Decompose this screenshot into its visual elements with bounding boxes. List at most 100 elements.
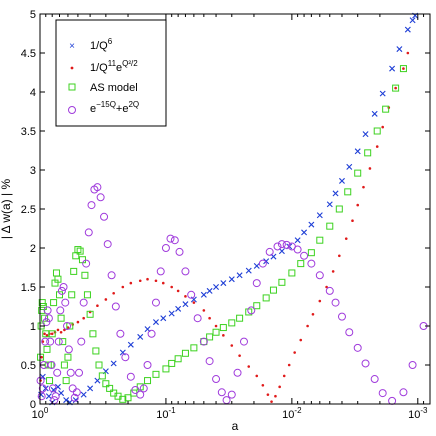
legend-marker-as	[68, 83, 76, 91]
series-0-point-11	[80, 391, 87, 398]
series-0-point-49	[379, 90, 386, 97]
series-2-point-24	[70, 267, 78, 275]
legend-label-exp: e−15Q+e2Q	[90, 100, 139, 115]
series-3-point-16	[57, 286, 66, 295]
series-3-point-10	[48, 384, 57, 393]
series-2-point-62	[288, 269, 296, 277]
series-0-point-26	[200, 291, 207, 298]
series-1-point-43	[287, 363, 291, 367]
series-2-point-67	[335, 205, 343, 213]
legend: × 1/Q6 1/Q11eQ²/2 AS model e−15Q+e2Q	[55, 19, 167, 127]
legend-label-as: AS model	[90, 82, 138, 94]
series-2-point-60	[269, 286, 277, 294]
series-2-point-55	[228, 319, 236, 327]
series-3-point-50	[170, 236, 179, 245]
series-0-point-3	[45, 393, 52, 400]
series-3-point-37	[111, 302, 120, 311]
legend-label-q11: 1/Q11eQ²/2	[90, 59, 138, 74]
series-3-point-36	[107, 271, 116, 280]
series-2-point-29	[81, 271, 89, 279]
series-0-point-33	[253, 262, 260, 269]
series-1-point-17	[104, 298, 108, 301]
series-2-point-15	[54, 275, 62, 283]
series-2-point-20	[62, 377, 70, 385]
series-1-point-37	[261, 383, 265, 387]
series-3-point-35	[103, 240, 112, 249]
series-3-point-23	[70, 393, 79, 402]
series-3-point-53	[187, 290, 196, 299]
series-3-point-52	[181, 267, 190, 276]
series-2-point-28	[78, 256, 86, 264]
series-3-point-59	[222, 396, 231, 405]
series-3-point-60	[227, 390, 236, 399]
series-2-point-74	[399, 65, 407, 73]
series-3-point-15	[56, 306, 65, 315]
series-1-point-58	[381, 125, 384, 129]
series-1-point-32	[222, 334, 225, 337]
series-2-point-9	[46, 377, 54, 385]
series-2-point-19	[60, 361, 68, 369]
series-3-point-7	[44, 314, 53, 323]
series-2-point-59	[262, 294, 270, 302]
series-0-point-20	[152, 319, 159, 326]
series-2-point-51	[200, 338, 208, 346]
series-0-point-21	[160, 315, 167, 322]
series-3-point-58	[217, 388, 226, 397]
series-2-point-69	[354, 169, 362, 177]
series-2-point-50	[190, 344, 198, 352]
series-2-point-21	[64, 353, 72, 361]
series-3-point-80	[361, 359, 370, 368]
series-3-point-20	[64, 345, 73, 354]
series-3-point-81	[370, 375, 379, 384]
series-1-point-8	[56, 328, 60, 332]
series-3-point-44	[143, 361, 152, 369]
series-1-point-16	[96, 304, 99, 308]
series-3-point-65	[258, 259, 267, 268]
series-3-point-22	[68, 384, 77, 393]
series-2-point-47	[168, 359, 176, 367]
series-0-point-50	[389, 65, 396, 72]
series-3-point-17	[59, 283, 68, 291]
series-2-point-23	[68, 291, 76, 299]
legend-label-q11-tail: e	[116, 62, 122, 74]
series-1-point-48	[318, 299, 322, 303]
series-0-point-48	[371, 110, 378, 117]
series-1-point-56	[368, 167, 372, 170]
series-1-point-57	[375, 145, 379, 148]
series-3-point-41	[131, 385, 140, 394]
series-1-point-21	[138, 279, 142, 283]
series-0-point-23	[175, 305, 182, 312]
series-1-point-24	[161, 281, 165, 285]
series-3-point-46	[151, 298, 160, 307]
series-2-point-30	[83, 291, 91, 299]
series-3-point-69	[282, 240, 291, 249]
series-1-point-23	[154, 279, 158, 283]
series-3-point-73	[307, 259, 316, 268]
series-3-point-55	[199, 337, 208, 346]
series-3-point-74	[315, 271, 324, 280]
series-2-point-40	[119, 395, 127, 403]
y-tick-label-4: 2	[30, 243, 36, 255]
series-0-point-40	[308, 221, 315, 228]
series-3-point-54	[193, 314, 202, 323]
series-1-point-18	[112, 291, 115, 295]
series-3-point-76	[331, 298, 340, 307]
series-1-point-20	[129, 281, 133, 285]
series-3-point-29	[84, 228, 93, 237]
series-3-point-24	[72, 388, 81, 397]
series-2-point-11	[48, 330, 56, 338]
series-3-point-13	[53, 368, 62, 377]
legend-box	[55, 19, 167, 127]
series-1-point-50	[331, 270, 335, 273]
series-1-point-6	[50, 332, 54, 336]
series-3-point-66	[265, 247, 274, 256]
series-2-point-52	[206, 333, 214, 341]
legend-label-q6-sup: 6	[108, 37, 113, 46]
series-2-point-72	[382, 105, 390, 113]
series-2-point-54	[219, 324, 227, 332]
series-2-point-33	[92, 347, 100, 355]
series-2-point-37	[106, 384, 114, 392]
y-tick-label-5: 2.5	[21, 204, 36, 216]
series-3-point-34	[100, 212, 109, 221]
series-3-point-68	[277, 240, 286, 249]
